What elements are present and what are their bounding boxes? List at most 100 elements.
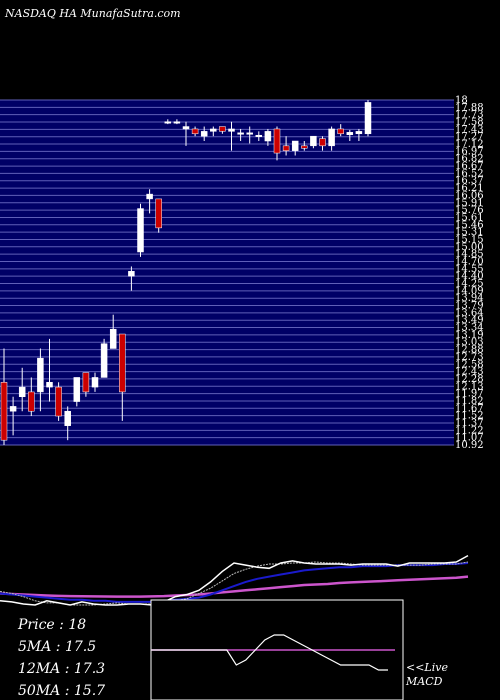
price-tick-label: 17.73 [455, 110, 484, 121]
price-tick-label: 16.37 [455, 176, 484, 187]
price-tick-label: 16.52 [455, 168, 484, 179]
price-tick-label: 11.52 [455, 411, 484, 422]
price-tick-label: 16.06 [455, 190, 484, 201]
candle-body [146, 193, 153, 200]
price-tick-label: 11.22 [455, 425, 484, 436]
ma50-line [0, 575, 469, 598]
price-tick-label: 12.13 [455, 381, 484, 392]
candle-body [64, 410, 71, 426]
candle-body [100, 343, 108, 378]
candle-body [273, 128, 281, 154]
legend-price: Price : 18 [17, 617, 86, 633]
price-tick-label: 15.91 [455, 198, 484, 209]
candle-body [310, 135, 317, 147]
legend-ma5: 5MA : 17.5 [18, 639, 96, 655]
candle-body [301, 145, 308, 149]
candle-body [155, 198, 162, 229]
macd-label-macd: MACD [405, 675, 443, 688]
candle-body [37, 357, 44, 393]
candle-body [182, 126, 190, 130]
price-line [0, 554, 469, 606]
moving-average-panel [0, 554, 469, 606]
candle-body [219, 126, 226, 132]
price-tick-label: 17.27 [455, 132, 484, 143]
candle-body [200, 131, 208, 137]
price-tick-label: 13.79 [455, 301, 484, 312]
price-tick-label: 13.19 [455, 330, 484, 341]
candle-body [9, 406, 17, 412]
candle-body [46, 382, 53, 388]
price-tick-labels: 1817.8817.7317.5817.4317.2717.1216.9716.… [455, 95, 484, 451]
candle-body [319, 138, 326, 147]
price-tick-label: 14.40 [455, 271, 484, 282]
price-bands [0, 99, 454, 446]
candle-body [128, 271, 135, 277]
candle-body [355, 131, 363, 135]
candle-body [0, 382, 8, 441]
candle-body [328, 128, 335, 147]
candle-body [210, 128, 217, 132]
candle-body [91, 377, 99, 388]
price-tick-label: 11.37 [455, 418, 484, 429]
price-tick-label: 12.88 [455, 345, 484, 356]
price-tick-label: 16.97 [455, 146, 484, 157]
price-tick-label: 17.88 [455, 102, 484, 113]
price-tick-label: 12.73 [455, 352, 484, 363]
candle-body [346, 132, 354, 135]
price-tick-label: 15.00 [455, 242, 484, 253]
price-tick-label: 13.03 [455, 337, 484, 348]
candle-body [237, 132, 244, 135]
price-tick-label: 17.43 [455, 124, 484, 135]
price-tick-label: 14.09 [455, 286, 484, 297]
legend-ma12: 12MA : 17.3 [18, 661, 105, 677]
price-tick-label: 15.76 [455, 205, 484, 216]
candle-body [291, 140, 299, 151]
price-tick-label: 15.31 [455, 227, 484, 238]
price-tick-label: 14.70 [455, 256, 484, 267]
price-tick-label: 13.34 [455, 323, 484, 334]
price-tick-label: 18 [455, 95, 468, 106]
candle-body [119, 333, 126, 393]
macd-panel [150, 599, 404, 700]
candle-body [364, 102, 372, 135]
macd-label-live: <<Live [406, 661, 448, 674]
candle-body [255, 134, 263, 137]
price-tick-label: 14.85 [455, 249, 484, 260]
candle-body [55, 386, 62, 417]
candle-body [282, 145, 290, 151]
price-tick-label: 11.97 [455, 389, 484, 400]
candle-body [28, 391, 35, 412]
candle-body [82, 372, 90, 393]
price-tick-label: 11.67 [455, 403, 484, 414]
candle-body [191, 128, 199, 135]
candle-body [228, 128, 235, 132]
candle-body [109, 328, 117, 349]
price-tick-label: 12.43 [455, 367, 484, 378]
price-tick-label: 15.61 [455, 212, 484, 223]
price-tick-label: 12.58 [455, 359, 484, 370]
candle-body [246, 132, 253, 135]
price-tick-label: 13.64 [455, 308, 484, 319]
price-tick-label: 13.94 [455, 293, 484, 304]
price-tick-label: 12.28 [455, 374, 484, 385]
candle-body [137, 208, 144, 253]
candle-body [264, 131, 272, 142]
candle-body [18, 386, 26, 397]
legend-ma50: 50MA : 15.7 [18, 683, 105, 699]
candlesticks [0, 100, 372, 445]
chart-title: NASDAQ HA MunafaSutra.com [4, 7, 181, 20]
price-tick-label: 14.25 [455, 279, 484, 290]
candle-body [173, 121, 181, 124]
price-tick-label: 10.92 [455, 440, 484, 451]
candle-body [73, 377, 81, 402]
price-tick-label: 16.82 [455, 154, 484, 165]
price-tick-label: 16.21 [455, 183, 484, 194]
price-tick-label: 11.07 [455, 433, 484, 444]
price-tick-label: 14.55 [455, 264, 484, 275]
price-tick-label: 13.49 [455, 315, 484, 326]
macd-line [151, 634, 388, 671]
price-tick-label: 11.82 [455, 396, 484, 407]
price-tick-label: 17.12 [455, 139, 484, 150]
price-tick-label: 15.46 [455, 220, 484, 231]
